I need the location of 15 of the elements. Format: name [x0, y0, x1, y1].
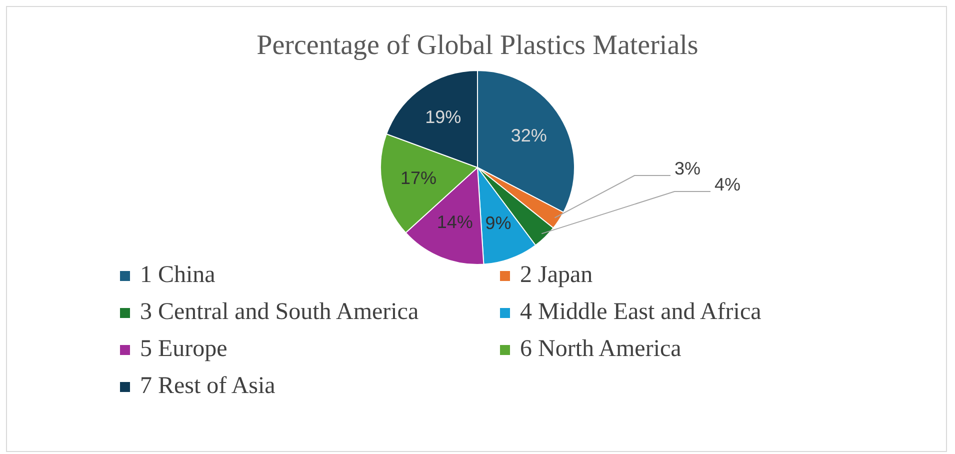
data-label: 17% [400, 168, 436, 188]
legend-label: 2 Japan [520, 262, 593, 289]
legend-label: 6 North America [520, 336, 682, 363]
data-label: 32% [510, 125, 547, 146]
legend-label: 1 China [140, 262, 216, 289]
data-label: 4% [714, 174, 741, 194]
legend-label: 4 Middle East and Africa [520, 299, 762, 326]
legend-label: 5 Europe [140, 336, 228, 363]
data-label: 9% [485, 212, 512, 233]
legend-label: 7 Rest of Asia [140, 373, 276, 400]
data-label: 3% [674, 158, 701, 178]
data-label: 19% [425, 107, 462, 128]
chart-title: Percentage of Global Plastics Materials [256, 30, 700, 62]
data-label: 14% [436, 212, 473, 232]
legend-label: 3 Central and South America [140, 299, 419, 326]
